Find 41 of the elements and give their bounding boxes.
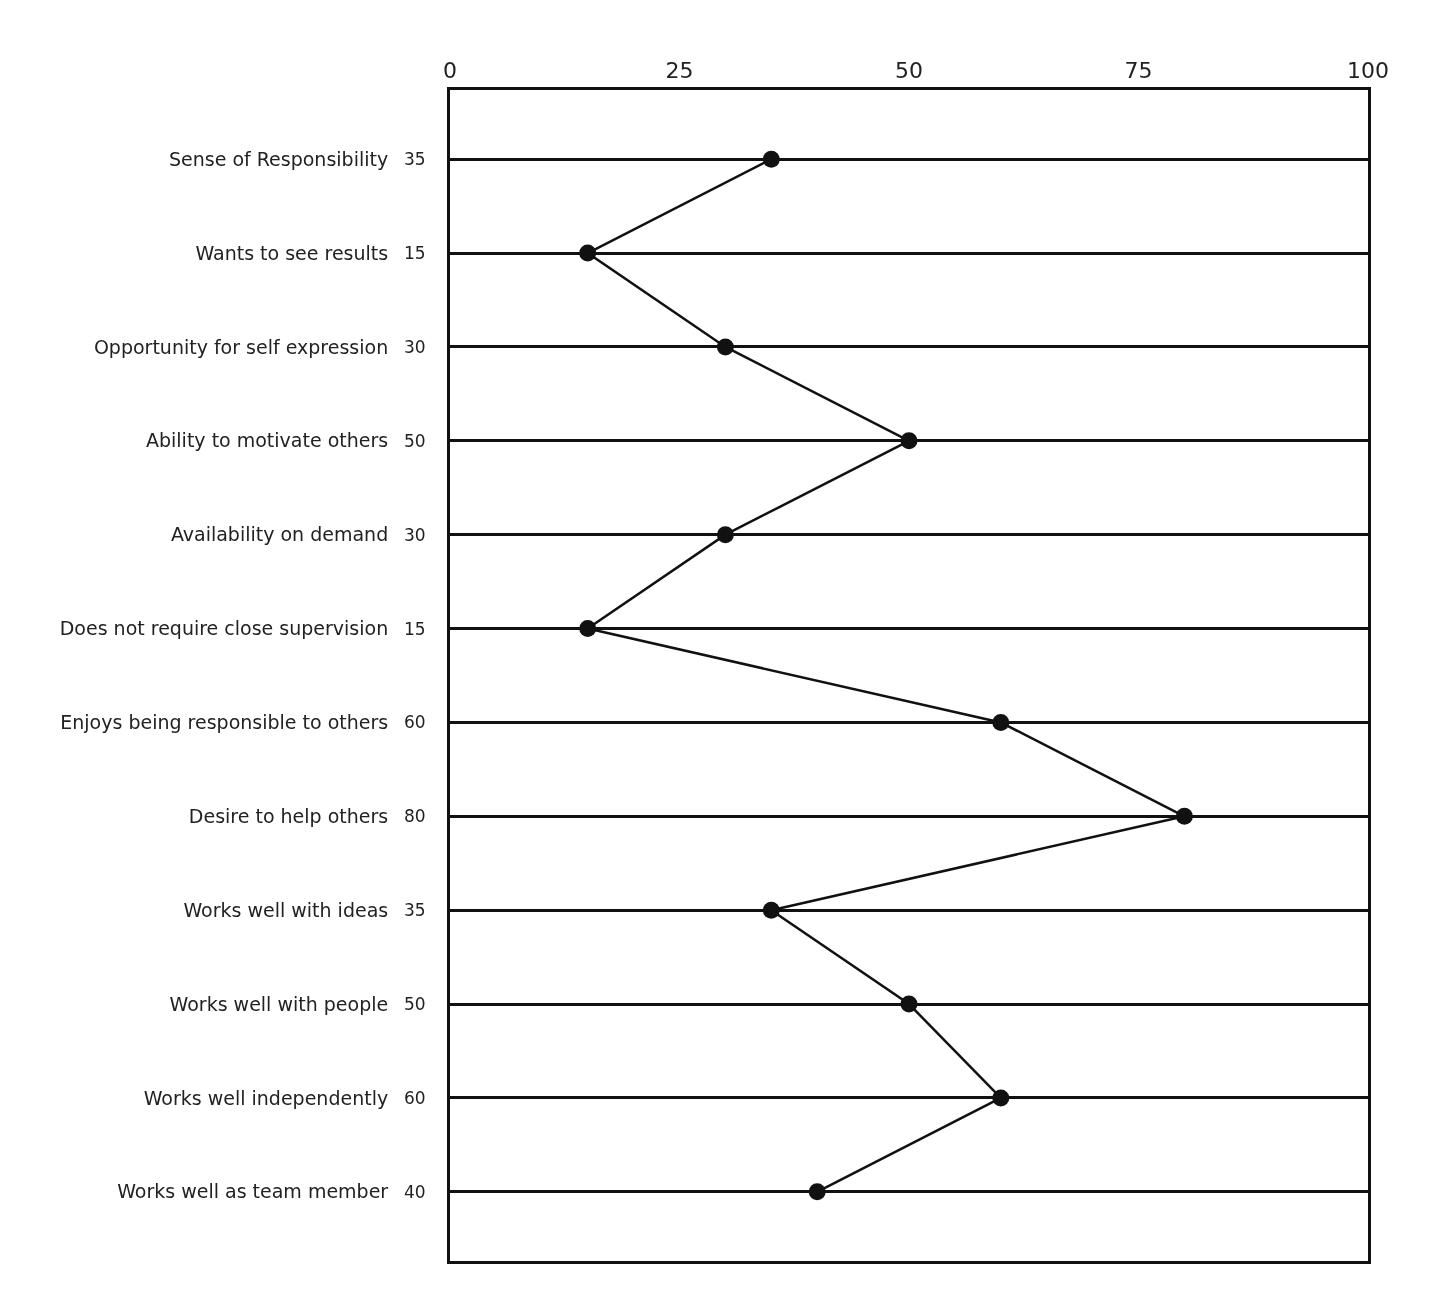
y-tick-label: Works well with ideas <box>183 898 389 921</box>
point <box>579 244 597 262</box>
data-label: 60 <box>404 712 426 732</box>
y-tick-label: Availability on demand <box>170 523 389 546</box>
point <box>992 713 1010 731</box>
data-label: 60 <box>404 1088 426 1108</box>
y-tick-label: Opportunity for self expression <box>93 335 389 358</box>
point <box>716 526 734 544</box>
point <box>579 620 597 638</box>
y-tick-label: Desire to help others <box>188 804 389 827</box>
y-tick-label: Ability to motivate others <box>146 429 389 452</box>
data-label: 15 <box>404 619 426 639</box>
x-tick-label: 0 <box>443 58 457 84</box>
data-label: 40 <box>404 1182 426 1202</box>
data-label: 35 <box>404 900 426 920</box>
y-tick-label: Wants to see results <box>195 241 389 264</box>
data-label: 30 <box>404 337 426 357</box>
y-tick-label: Works well with people <box>169 992 389 1015</box>
y-tick-label: Works well as team member <box>117 1180 389 1203</box>
data-label: 15 <box>404 243 426 263</box>
data-label: 50 <box>404 994 426 1014</box>
point <box>1175 807 1193 825</box>
point <box>762 150 780 168</box>
point <box>900 995 918 1013</box>
x-tick-label: 50 <box>895 58 923 84</box>
point <box>762 901 780 919</box>
data-label: 50 <box>404 431 426 451</box>
data-label: 35 <box>404 149 426 169</box>
x-tick-label: 75 <box>1124 58 1153 84</box>
y-tick-label: Does not require close supervision <box>59 617 389 640</box>
point <box>808 1183 826 1201</box>
y-tick-label: Sense of Responsibility <box>168 147 389 170</box>
y-tick-label: Enjoys being responsible to others <box>60 711 389 734</box>
x-tick-label: 25 <box>665 58 694 84</box>
x-tick-label: 100 <box>1347 58 1389 84</box>
data-label: 30 <box>404 525 426 545</box>
y-tick-label: Works well independently <box>143 1086 389 1109</box>
point <box>716 338 734 356</box>
point <box>900 432 918 450</box>
point <box>992 1089 1010 1107</box>
data-label: 80 <box>404 806 426 826</box>
